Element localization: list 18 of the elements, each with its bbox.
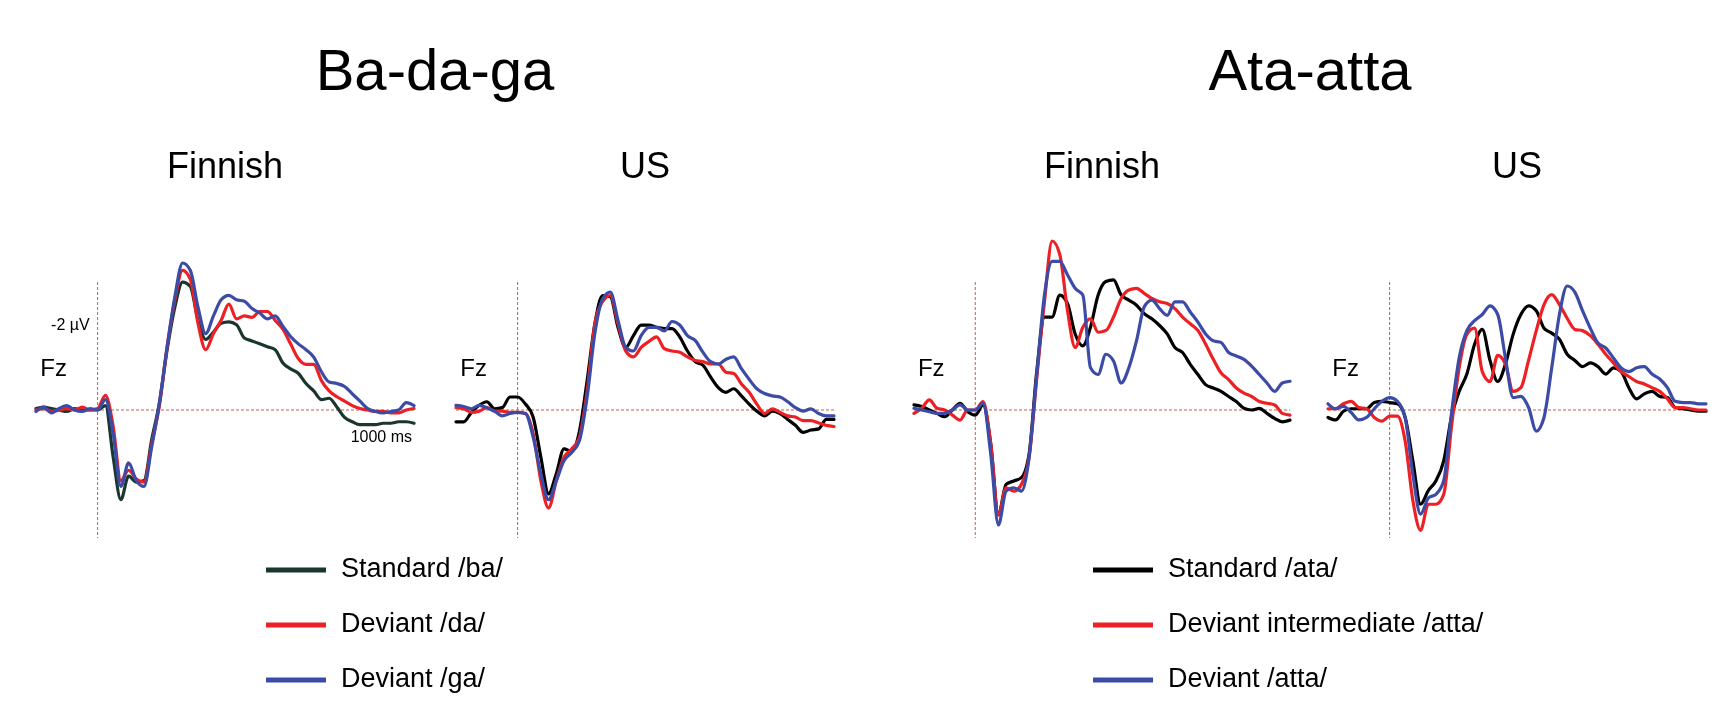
chart-title: Ata-atta [1208,37,1413,102]
legend-label: Standard /ata/ [1168,553,1339,584]
annotation: Fz [40,354,67,382]
annotation: Fz [460,354,487,382]
chart-subtitle: US [619,145,671,186]
legend-label: Deviant /atta/ [1168,663,1328,694]
annotation: Fz [917,354,945,382]
annotation: Fz [1332,354,1359,382]
legend-label: Deviant /ga/ [341,663,486,694]
legend-label: Standard /ba/ [341,553,504,584]
chart-subtitle: US [1491,145,1543,186]
chart-title: Ba-da-ga [315,37,556,102]
legend-label: Deviant intermediate /atta/ [1168,608,1484,639]
annotation: -2 µV [51,316,90,334]
legend-label: Deviant /da/ [341,608,486,639]
chart-subtitle: Finnish [1043,145,1161,186]
annotation: 1000 ms [350,428,412,446]
chart-subtitle: Finnish [166,145,284,186]
